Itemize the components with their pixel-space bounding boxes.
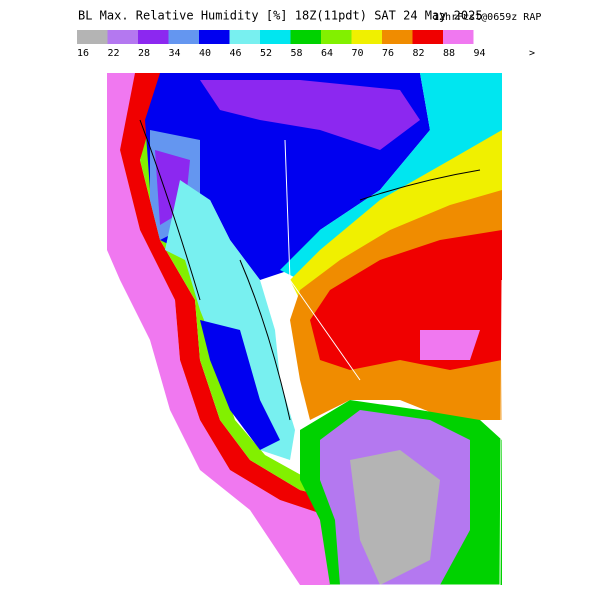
legend-swatch xyxy=(77,30,108,44)
legend-label: 52 xyxy=(260,48,272,59)
legend-swatch xyxy=(138,30,169,44)
legend-label: 46 xyxy=(229,48,241,59)
legend-label: 76 xyxy=(382,48,394,59)
legend-label: 16 xyxy=(77,48,89,59)
legend-swatch xyxy=(412,30,443,44)
legend-label: 64 xyxy=(321,48,333,59)
legend-swatch xyxy=(382,30,413,44)
legend-label: 58 xyxy=(290,48,302,59)
legend-label: 28 xyxy=(138,48,150,59)
legend-label: 34 xyxy=(168,48,180,59)
legend-swatch xyxy=(199,30,230,44)
title: BL Max. Relative Humidity [%] 18Z(11pdt)… xyxy=(78,9,483,23)
legend-swatch xyxy=(321,30,352,44)
legend-swatch xyxy=(168,30,199,44)
legend-label: 70 xyxy=(351,48,363,59)
legend-swatch xyxy=(107,30,138,44)
map xyxy=(107,73,503,586)
legend-swatch xyxy=(351,30,382,44)
legend-label: 82 xyxy=(412,48,424,59)
legend-swatch xyxy=(260,30,291,44)
forecast: 12hrFcst@0659z RAP xyxy=(433,12,541,23)
legend-swatch xyxy=(229,30,260,44)
legend-swatch xyxy=(290,30,321,44)
legend-label: 88 xyxy=(443,48,455,59)
legend: 16 22 28 34 40 46 52 58 64 70 76 82 88 94 > xyxy=(77,30,535,59)
legend-label: > xyxy=(529,48,535,59)
legend-label: 40 xyxy=(199,48,211,59)
legend-label: 94 xyxy=(473,48,485,59)
legend-label: 22 xyxy=(107,48,119,59)
legend-swatch xyxy=(443,30,474,44)
